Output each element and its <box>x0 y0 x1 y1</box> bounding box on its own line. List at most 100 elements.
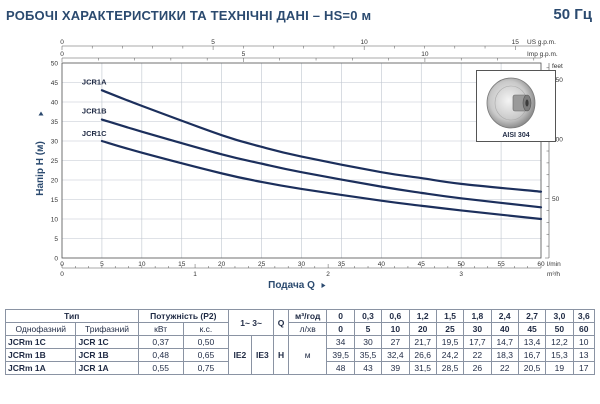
impgpm-tick-label: 10 <box>421 51 429 58</box>
feet-tick-label: 150 <box>552 77 563 84</box>
head-cell: 10 <box>572 335 596 349</box>
x-tick-label: 10 <box>138 261 146 268</box>
curve-label: JCR1A <box>82 77 107 86</box>
q-cell: 0 <box>326 309 355 323</box>
y-tick-label: 0 <box>54 255 58 262</box>
head-cell: 14,7 <box>490 335 519 349</box>
q-cell: 1,5 <box>435 309 465 323</box>
head-cell: 30 <box>353 335 383 349</box>
x-tick-label: 45 <box>418 261 426 268</box>
head-cell: 21,7 <box>408 335 437 349</box>
q-lmin-cell: 10 <box>381 322 410 336</box>
q-cell: 3,6 <box>572 309 596 323</box>
head-cell: 22 <box>490 361 519 375</box>
ie2-label: IE2 <box>228 335 252 375</box>
q-lmin-cell: 50 <box>545 322 574 336</box>
q-unit-m3h: м³/год <box>287 309 328 323</box>
head-cell: 26,6 <box>408 348 437 362</box>
head-cell: 16,7 <box>517 348 547 362</box>
y-tick-label: 35 <box>51 119 59 126</box>
head-cell: 15,3 <box>545 348 574 362</box>
feet-unit-label: feet <box>552 63 563 70</box>
x-tick-label: 30 <box>298 261 306 268</box>
head-cell: 22 <box>463 348 492 362</box>
x-tick-label: 15 <box>178 261 186 268</box>
usgpm-unit-label: US g.p.m. <box>527 39 556 46</box>
q-lmin-cell: 30 <box>463 322 492 336</box>
y-tick-label: 15 <box>51 197 59 204</box>
phase-header: 1~ 3~ <box>228 309 275 336</box>
model-single: JCRm 1A <box>4 361 77 375</box>
impgpm-unit-label: Imp g.p.m. <box>527 51 558 58</box>
q-cell: 1,2 <box>408 309 437 323</box>
page-title: РОБОЧІ ХАРАКТЕРИСТИКИ ТА ТЕХНІЧНІ ДАНІ –… <box>6 8 372 23</box>
y-tick-label: 25 <box>51 158 59 165</box>
x-tick-label: 35 <box>338 261 346 268</box>
m3h-tick-label: 0 <box>60 271 64 278</box>
q-lmin-cell: 45 <box>517 322 547 336</box>
curve-jcr1b <box>100 118 543 209</box>
model-three: JCR 1C <box>75 335 139 349</box>
spec-table: Тип Потужність (P2) 1~ 3~ Q м³/год 0 0,3… <box>4 309 596 375</box>
frequency-label: 50 Гц <box>553 6 592 23</box>
head-cell: 27 <box>381 335 410 349</box>
head-cell: 31,5 <box>408 361 437 375</box>
x-axis-arrow-icon <box>321 283 326 288</box>
head-cell: 43 <box>353 361 383 375</box>
impgpm-tick-label: 5 <box>242 51 246 58</box>
y-axis-title: Напір H (м) <box>35 141 46 196</box>
y-tick-label: 10 <box>51 216 59 223</box>
curve-label: JCR1B <box>82 107 107 116</box>
power-header: Потужність (P2) <box>137 309 230 323</box>
head-cell: 26 <box>463 361 492 375</box>
head-cell: 32,4 <box>381 348 410 362</box>
x-tick-label: 40 <box>378 261 386 268</box>
head-cell: 34 <box>326 335 355 349</box>
m3h-tick-label: 1 <box>193 271 197 278</box>
x-tick-label: 5 <box>100 261 104 268</box>
table-row: JCRm 1C JCR 1C 0,37 0,50 IE2 IE3 H м 34 … <box>4 335 596 375</box>
q-header: Q <box>273 309 289 336</box>
head-cell: 13,4 <box>517 335 547 349</box>
q-lmin-cell: 20 <box>408 322 437 336</box>
single-phase-header: Однофазний <box>4 322 77 336</box>
hp-value: 0,65 <box>182 348 230 362</box>
q-cell: 1,8 <box>463 309 492 323</box>
x-tick-label: 20 <box>218 261 226 268</box>
head-cell: 17,7 <box>463 335 492 349</box>
kw-header: кВт <box>137 322 184 336</box>
plot-frame <box>61 62 542 259</box>
kw-value: 0,37 <box>137 335 184 349</box>
three-phase-header: Трифазний <box>75 322 139 336</box>
x-axis-title: Подача Q <box>268 280 315 291</box>
kw-value: 0,55 <box>137 361 184 375</box>
impeller-icon <box>486 77 536 129</box>
table-row: JCRm 1B JCR 1B 0,48 0,65 39,5 35,5 32,4 … <box>4 348 596 362</box>
m3h-unit-label: m³/h <box>547 271 560 278</box>
m3h-tick-label: 3 <box>459 271 463 278</box>
y-tick-label: 30 <box>51 138 59 145</box>
head-cell: 39 <box>381 361 410 375</box>
y-tick-label: 40 <box>51 99 59 106</box>
feet-tick-label: 100 <box>552 136 563 143</box>
q-lmin-cell: 25 <box>435 322 465 336</box>
curve-label: JCR1C <box>82 129 107 138</box>
head-cell: 18,3 <box>490 348 519 362</box>
y-tick-label: 5 <box>54 236 58 243</box>
ie3-label: IE3 <box>250 335 275 375</box>
material-label: AISI 304 <box>502 132 530 139</box>
curve-jcr1a <box>100 89 543 193</box>
hp-value: 0,75 <box>182 361 230 375</box>
m3h-tick-label: 2 <box>326 271 330 278</box>
head-cell: 17 <box>572 361 596 375</box>
y-axis-arrow-icon <box>38 111 44 116</box>
head-cell: 48 <box>326 361 355 375</box>
h-label: H <box>273 335 289 375</box>
q-lmin-cell: 0 <box>326 322 355 336</box>
impeller-inset: AISI 304 <box>476 70 556 142</box>
model-single: JCRm 1C <box>4 335 77 349</box>
x-unit-label: l/min <box>547 261 561 268</box>
performance-chart: 051015202530354045505560l/min05101520253… <box>35 39 563 291</box>
head-cell: 19,5 <box>435 335 465 349</box>
usgpm-tick-label: 0 <box>60 39 64 46</box>
